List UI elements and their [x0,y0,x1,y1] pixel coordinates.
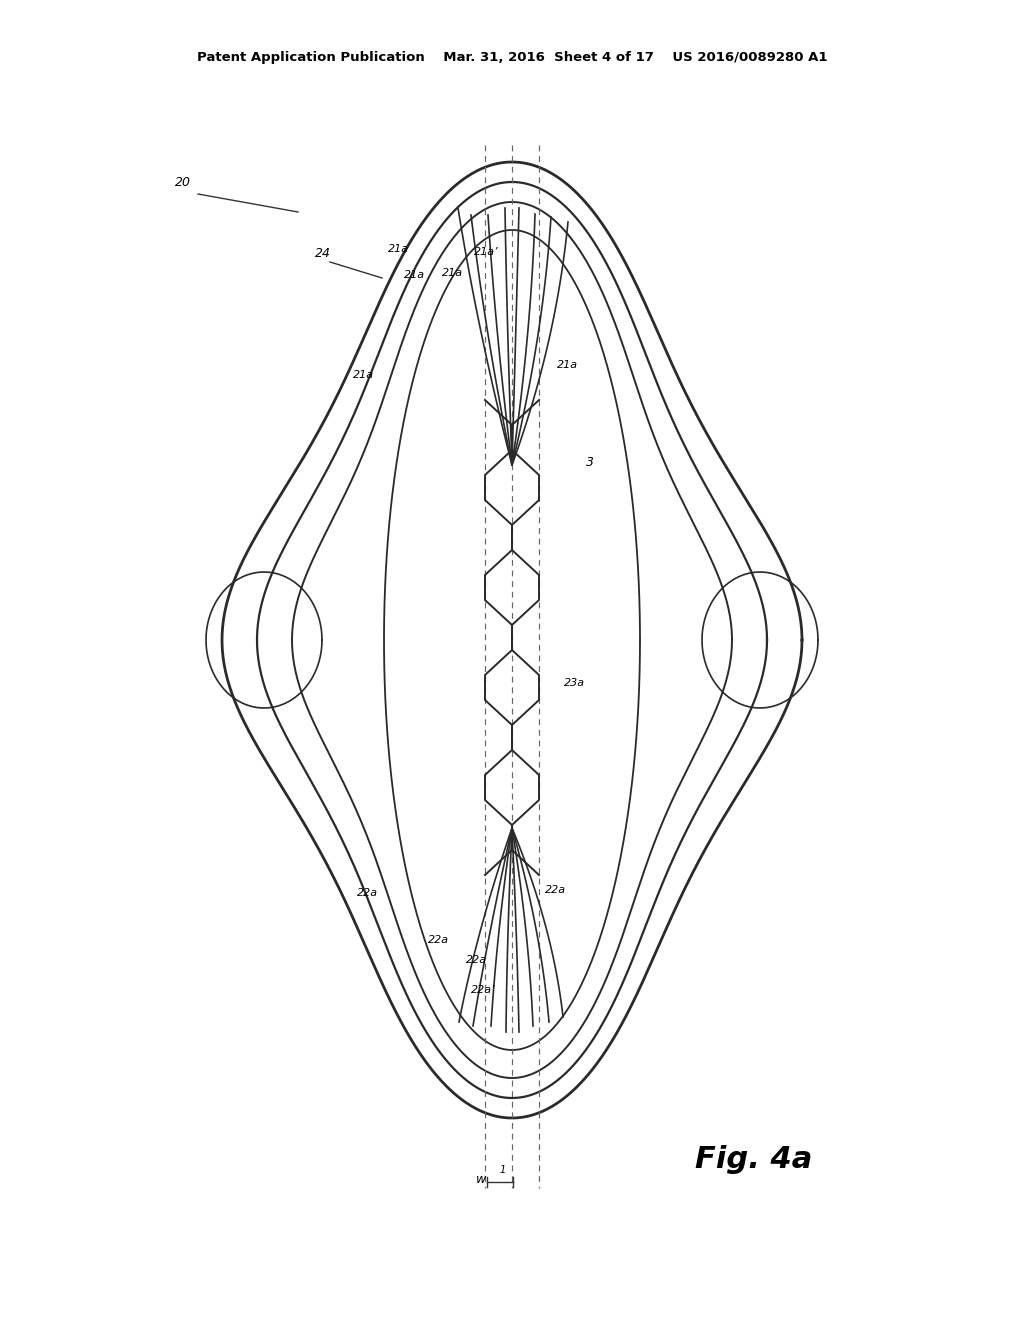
Text: 21a: 21a [353,370,374,380]
Text: 22a: 22a [357,888,378,898]
Text: Fig. 4a: Fig. 4a [695,1144,812,1173]
Text: w: w [476,1173,486,1185]
Text: 24: 24 [315,247,331,260]
Text: 20: 20 [175,176,191,189]
Text: 21a: 21a [404,271,425,280]
Text: Patent Application Publication    Mar. 31, 2016  Sheet 4 of 17    US 2016/008928: Patent Application Publication Mar. 31, … [197,51,827,65]
Text: 21a: 21a [442,268,463,279]
Text: 1: 1 [500,1166,506,1175]
Text: 21a’: 21a’ [474,247,499,257]
Text: 23a: 23a [564,678,585,688]
Text: 22a’: 22a’ [471,985,496,995]
Text: 21a: 21a [557,360,579,370]
Text: 22a: 22a [428,935,450,945]
Text: 3: 3 [586,455,594,469]
Text: 22a: 22a [466,954,487,965]
Text: 22a: 22a [545,884,566,895]
Text: 21a: 21a [388,244,410,253]
